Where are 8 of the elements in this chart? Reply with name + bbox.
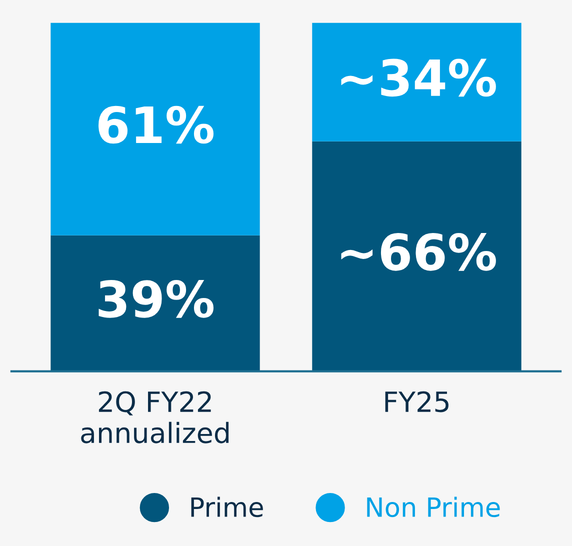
data-label: ~34% (341, 58, 496, 97)
x-tick-label: FY25 (385, 391, 448, 412)
legend-label: Prime (191, 496, 263, 518)
data-label: 39% (98, 280, 214, 318)
data-label: ~66% (341, 232, 496, 271)
legend-label: Non Prime (367, 496, 500, 518)
data-label: 61% (98, 106, 214, 144)
x-tick-label: 2Q FY22 annualized (81, 391, 229, 444)
